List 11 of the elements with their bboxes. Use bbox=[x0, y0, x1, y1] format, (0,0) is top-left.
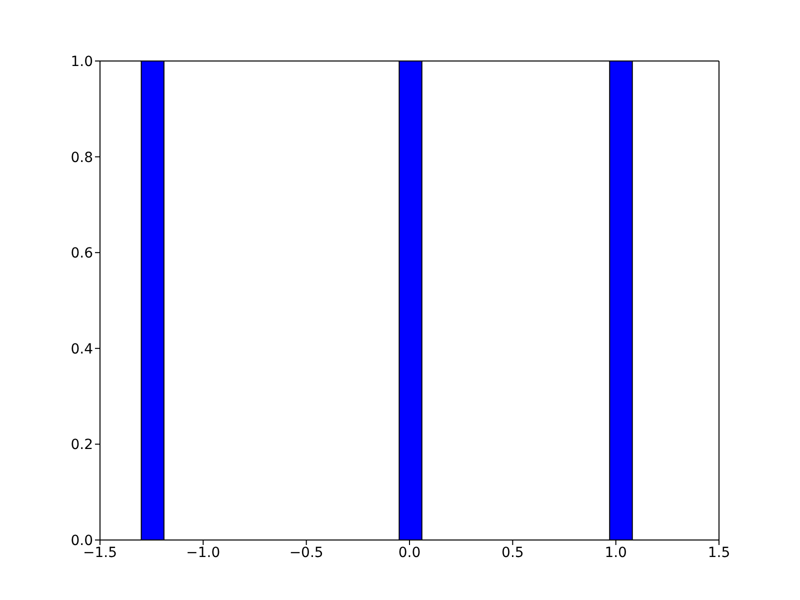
x-tick-label: −0.5 bbox=[289, 544, 324, 561]
y-tick-label: 0.4 bbox=[70, 341, 94, 358]
x-tick-label: −1.0 bbox=[186, 544, 220, 561]
x-tick-label: 1.0 bbox=[604, 544, 627, 561]
y-tick-label: 0.8 bbox=[70, 150, 93, 166]
x-tick-label: 0.5 bbox=[502, 544, 524, 561]
y-tick-label: 0.6 bbox=[70, 246, 94, 262]
x-tick-label: 1.5 bbox=[708, 544, 730, 561]
x-tick-label: 0.0 bbox=[398, 544, 421, 561]
y-tick-label: 0.2 bbox=[70, 437, 93, 454]
y-tick-label: 1.0 bbox=[70, 54, 93, 70]
